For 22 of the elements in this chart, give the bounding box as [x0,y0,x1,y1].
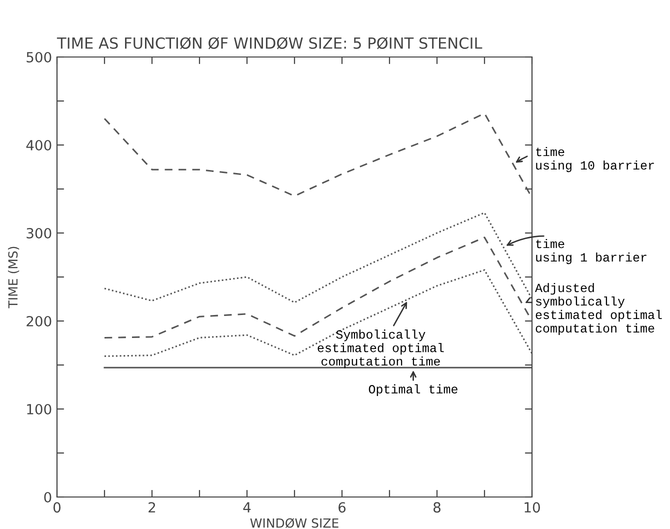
x-tick-label: 0 [53,502,60,513]
annotation: Optimal time [368,384,458,396]
x-tick-label: 4 [243,502,251,512]
y-tick-label: 0 [44,492,52,502]
annotation: Adjusted symbolically estimated optimal computation time [535,283,662,336]
x-tick-label: 10 [524,502,540,513]
y-axis-title: TIME (MS) [8,246,20,308]
y-tick-label: 100 [27,404,52,414]
y-tick-label: 400 [26,140,52,150]
annotation: time using 1 barrier [536,239,646,264]
chart-title: TIME AS FUNCTIØN ØF WINDØW SIZE: 5 PØINT STENCIL [56,37,482,50]
x-tick-label: 8 [434,502,440,513]
annotation: Symbolically estimated optimal computation time [318,330,444,368]
x-tick-label: 2 [148,502,156,512]
y-tick-label: 300 [26,228,52,238]
y-tick-label: 200 [26,316,52,326]
x-axis-title: WINDØW SIZE [250,518,338,528]
annotation: time using 10 barrier [536,147,654,172]
y-tick-label: 500 [26,52,52,62]
line-series [104,269,532,357]
x-tick-label: 6 [338,502,346,513]
line-series [104,212,532,304]
